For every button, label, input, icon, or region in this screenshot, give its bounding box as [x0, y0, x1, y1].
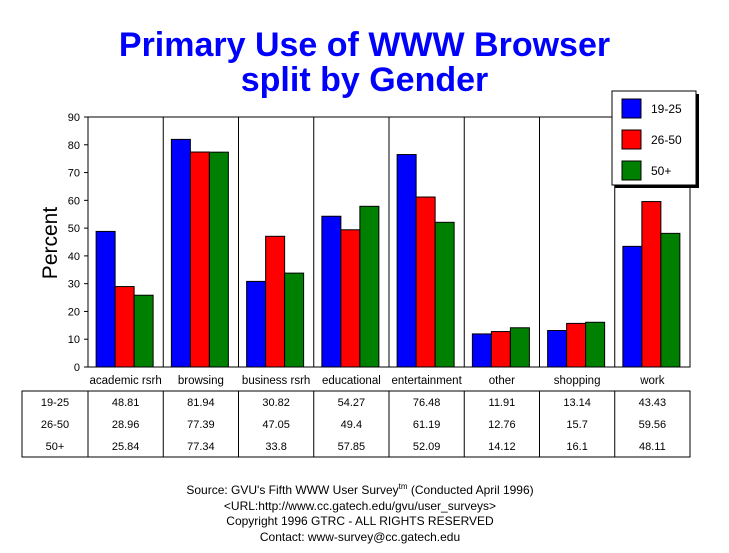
- bar: [114, 286, 135, 368]
- bar: [509, 327, 530, 368]
- chart-title-line2: split by Gender: [240, 61, 489, 99]
- source-line: Source: GVU's Fifth WWW User Surveytm (C…: [160, 479, 560, 499]
- bar: [95, 230, 116, 368]
- table-cell: 30.82: [262, 397, 290, 409]
- legend-swatch: [621, 129, 642, 150]
- x-axis: academic rsrh browsing business rsrh educat…: [90, 375, 665, 387]
- y-tick-label: 0: [74, 362, 80, 374]
- survey-date: (Conducted April 1996): [407, 483, 534, 497]
- table-cell: 52.09: [413, 441, 441, 453]
- y-tick-label: 10: [68, 334, 80, 346]
- bar: [208, 151, 229, 368]
- table-cell: 48.81: [112, 397, 140, 409]
- bar: [566, 322, 587, 368]
- bar: [265, 235, 286, 368]
- y-tick-label: 40: [68, 251, 80, 263]
- x-tick-label: entertainment: [391, 375, 462, 387]
- table-cell: 15.7: [566, 419, 587, 431]
- bar: [434, 221, 455, 368]
- bar: [396, 154, 417, 368]
- copyright-text: Copyright 1996 GTRC - ALL RIGHTS RESERVE…: [226, 514, 494, 528]
- table-cell: 48.11: [639, 441, 666, 453]
- table-cell: 54.27: [338, 397, 366, 409]
- table-cell: 43.43: [639, 397, 667, 409]
- table-cell: 77.34: [187, 441, 215, 453]
- table-cell: 12.76: [488, 419, 516, 431]
- y-tick-label: 70: [68, 168, 80, 180]
- table-cell: 76.48: [413, 397, 441, 409]
- data-table: 19-25 48.81 81.94 30.82 54.27 76.48 11.91 13.14…: [21, 390, 691, 458]
- chart-title-line1: Primary Use of WWW Browser: [118, 26, 611, 64]
- x-tick-label: browsing: [178, 375, 224, 387]
- x-tick-label: work: [639, 375, 665, 387]
- legend-swatch: [621, 98, 642, 119]
- x-tick-label: business rsrh: [242, 375, 310, 387]
- legend-label: 19-25: [651, 102, 682, 116]
- table-cell: 16.1: [566, 441, 587, 453]
- legend: 19-25 26-50 50+: [611, 90, 699, 188]
- bar: [321, 215, 342, 368]
- table-cell: 11.91: [489, 397, 516, 409]
- source-text: Source: GVU's Fifth WWW User Survey: [186, 483, 399, 497]
- table-cell: 25.84: [112, 441, 140, 453]
- table-cell: 33.8: [265, 441, 286, 453]
- bars: [95, 138, 681, 368]
- table-cell: 77.39: [187, 419, 215, 431]
- bar: [340, 229, 361, 368]
- bar: [133, 294, 154, 368]
- contact-text: Contact: www-survey@cc.gatech.edu: [259, 529, 461, 544]
- trademark-mark: tm: [398, 482, 408, 491]
- y-tick-label: 80: [68, 140, 80, 152]
- table-cell: 81.94: [187, 397, 215, 409]
- bar: [415, 196, 436, 368]
- table-cell: 49.4: [341, 419, 362, 431]
- bar: [641, 201, 662, 368]
- table-cell: 61.19: [413, 419, 441, 431]
- table-cell: 14.12: [488, 441, 516, 453]
- bar: [284, 272, 305, 368]
- bar: [189, 151, 210, 368]
- table-cell: 57.85: [338, 441, 366, 453]
- x-tick-label: educational: [322, 375, 381, 387]
- bar: [660, 232, 681, 368]
- y-tick-label: 30: [68, 279, 80, 291]
- table-cell: 13.14: [563, 397, 591, 409]
- bar: [359, 205, 380, 368]
- y-axis-label: Percent: [39, 207, 62, 280]
- chart-title: Primary Use of WWW Browser split by Gend…: [0, 28, 729, 98]
- survey-url: <URL:http://www.cc.gatech.edu/gvu/user_s…: [223, 498, 497, 513]
- table-row-label: 50+: [46, 441, 65, 453]
- y-tick-label: 20: [68, 306, 80, 318]
- y-tick-label: 50: [68, 223, 80, 235]
- footer: Source: GVU's Fifth WWW User Surveytm (C…: [160, 479, 560, 545]
- bar: [471, 333, 492, 368]
- y-axis: 0 10 20 30 40 50 60 70 80 90: [68, 112, 88, 374]
- bar: [490, 331, 511, 368]
- y-tick-label: 90: [68, 112, 80, 124]
- table-cell: 47.05: [262, 419, 290, 431]
- bar: [170, 138, 191, 368]
- bar: [246, 280, 267, 368]
- chart: 0 10 20 30 40 50 60 70 80 90 academic rsrh browsin…: [21, 90, 699, 458]
- x-tick-label: shopping: [554, 375, 601, 387]
- table-border: [21, 390, 691, 458]
- bar: [585, 321, 606, 368]
- legend-swatch: [621, 160, 642, 181]
- legend-label: 50+: [651, 164, 671, 178]
- table-cell: 28.96: [112, 419, 140, 431]
- bar: [547, 330, 568, 368]
- bar: [622, 245, 643, 368]
- x-tick-label: other: [489, 375, 515, 387]
- legend-label: 26-50: [651, 133, 682, 147]
- y-tick-label: 60: [68, 195, 80, 207]
- x-tick-label: academic rsrh: [90, 375, 162, 387]
- table-row-label: 19-25: [41, 397, 69, 409]
- table-cell: 59.56: [639, 419, 667, 431]
- table-row-label: 26-50: [41, 419, 69, 431]
